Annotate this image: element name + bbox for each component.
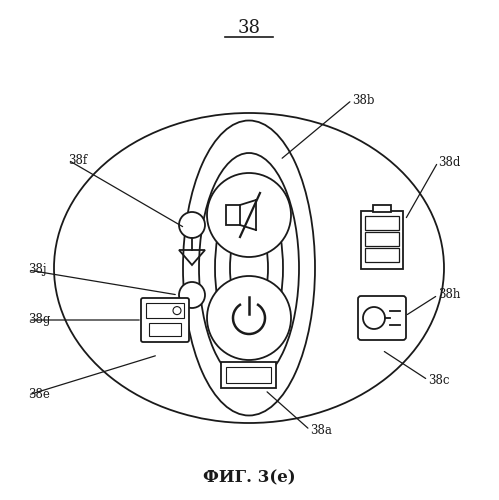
Circle shape — [173, 306, 181, 314]
FancyBboxPatch shape — [358, 296, 406, 340]
Text: 38g: 38g — [28, 314, 50, 326]
Bar — [365, 232, 399, 246]
Bar — [365, 216, 399, 230]
Circle shape — [363, 307, 385, 329]
Bar — [149, 323, 181, 336]
FancyBboxPatch shape — [141, 298, 189, 342]
Bar — [227, 367, 271, 383]
Text: 38a: 38a — [310, 424, 332, 436]
Text: 38e: 38e — [28, 388, 50, 402]
Text: ФИГ. 3(e): ФИГ. 3(e) — [203, 470, 295, 486]
Circle shape — [207, 173, 291, 257]
Text: 38j: 38j — [28, 264, 46, 276]
Text: 38d: 38d — [438, 156, 461, 168]
Ellipse shape — [54, 113, 444, 423]
Circle shape — [179, 282, 205, 308]
Bar — [373, 205, 391, 212]
Circle shape — [179, 212, 205, 238]
Bar — [222, 362, 276, 388]
Bar — [226, 205, 240, 225]
Text: 38f: 38f — [68, 154, 87, 166]
Bar — [361, 211, 403, 269]
Text: 38b: 38b — [352, 94, 375, 106]
Text: 38h: 38h — [438, 288, 461, 302]
Bar — [146, 303, 184, 318]
Text: 38c: 38c — [428, 374, 450, 386]
Circle shape — [207, 276, 291, 360]
Bar — [365, 248, 399, 262]
Text: 38: 38 — [238, 19, 260, 37]
